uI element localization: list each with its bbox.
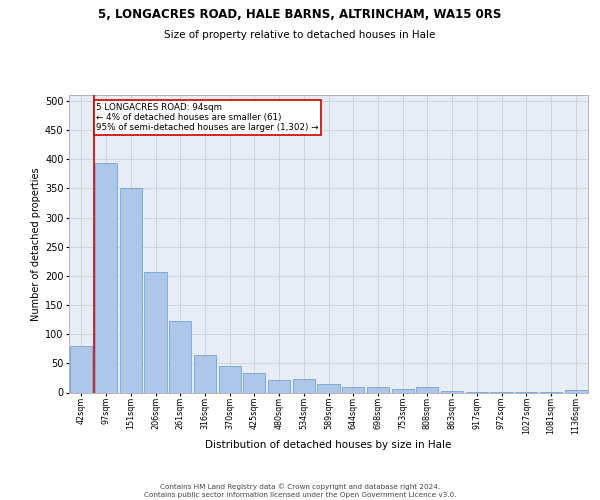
Bar [416,386,439,392]
Bar [218,366,241,392]
Bar [392,389,414,392]
Bar [293,378,315,392]
Bar [317,384,340,392]
Bar [145,272,167,392]
Bar [95,163,117,392]
Bar [243,373,265,392]
Bar [367,386,389,392]
Bar [194,355,216,393]
Y-axis label: Number of detached properties: Number of detached properties [31,167,41,320]
Text: Contains HM Land Registry data © Crown copyright and database right 2024.
Contai: Contains HM Land Registry data © Crown c… [144,483,456,498]
Bar [268,380,290,392]
X-axis label: Distribution of detached houses by size in Hale: Distribution of detached houses by size … [205,440,452,450]
Bar [441,391,463,392]
Bar [70,346,92,393]
Text: 5, LONGACRES ROAD, HALE BARNS, ALTRINCHAM, WA15 0RS: 5, LONGACRES ROAD, HALE BARNS, ALTRINCHA… [98,8,502,20]
Bar [169,322,191,392]
Text: 5 LONGACRES ROAD: 94sqm
← 4% of detached houses are smaller (61)
95% of semi-det: 5 LONGACRES ROAD: 94sqm ← 4% of detached… [96,102,319,132]
Text: Size of property relative to detached houses in Hale: Size of property relative to detached ho… [164,30,436,40]
Bar [119,188,142,392]
Bar [342,387,364,392]
Bar [565,390,587,392]
